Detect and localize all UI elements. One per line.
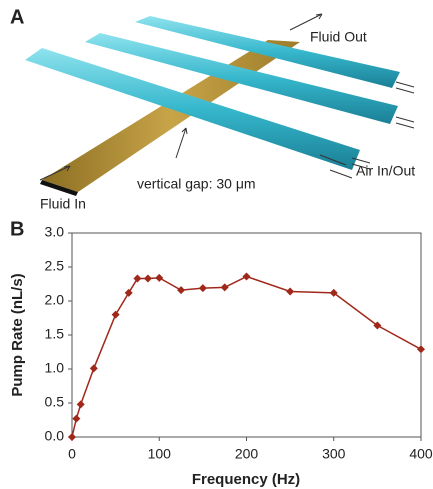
data-point xyxy=(68,433,76,441)
channel-diagram xyxy=(25,13,415,196)
x-tick-label: 300 xyxy=(322,446,346,462)
data-point xyxy=(373,321,382,330)
air-channel xyxy=(85,33,398,124)
annotation: Fluid Out xyxy=(310,29,367,45)
y-tick-label: 1.5 xyxy=(45,326,65,342)
data-point xyxy=(133,274,142,283)
x-axis-title: Frequency (Hz) xyxy=(192,471,300,488)
x-tick-label: 400 xyxy=(409,446,433,462)
annotation: vertical gap: 30 μm xyxy=(137,176,256,192)
x-tick-label: 200 xyxy=(235,446,259,462)
data-point xyxy=(220,283,229,292)
y-tick-label: 2.0 xyxy=(45,292,65,308)
plot-frame xyxy=(71,232,422,438)
data-point xyxy=(329,288,338,297)
annotation: Air In/Out xyxy=(356,163,415,179)
data-point xyxy=(198,284,207,293)
data-point xyxy=(286,287,295,296)
x-tick-label: 0 xyxy=(68,446,76,462)
data-point xyxy=(76,400,85,409)
x-tick-label: 100 xyxy=(148,446,172,462)
data-point xyxy=(89,364,98,373)
data-point xyxy=(124,288,133,297)
data-point xyxy=(155,273,164,282)
air-channel xyxy=(25,48,360,170)
y-tick-label: 0.0 xyxy=(45,428,65,444)
y-axis-title: Pump Rate (nL/s) xyxy=(9,273,26,396)
channel-end xyxy=(40,180,78,196)
annotation: Fluid In xyxy=(40,196,86,212)
y-tick-label: 2.5 xyxy=(45,258,65,274)
y-tick-label: 3.0 xyxy=(45,224,65,240)
y-tick-label: 0.5 xyxy=(45,394,65,410)
y-tick-label: 1.0 xyxy=(45,360,65,376)
data-point xyxy=(177,286,186,295)
data-point xyxy=(111,310,120,319)
data-line xyxy=(71,275,422,438)
air-channel xyxy=(135,16,400,88)
data-point xyxy=(417,345,425,354)
data-point xyxy=(143,274,152,283)
panel-label: B xyxy=(10,218,24,240)
data-point xyxy=(72,414,81,423)
arrows xyxy=(39,13,415,181)
panel-label: A xyxy=(10,6,24,28)
data-point xyxy=(242,272,251,281)
